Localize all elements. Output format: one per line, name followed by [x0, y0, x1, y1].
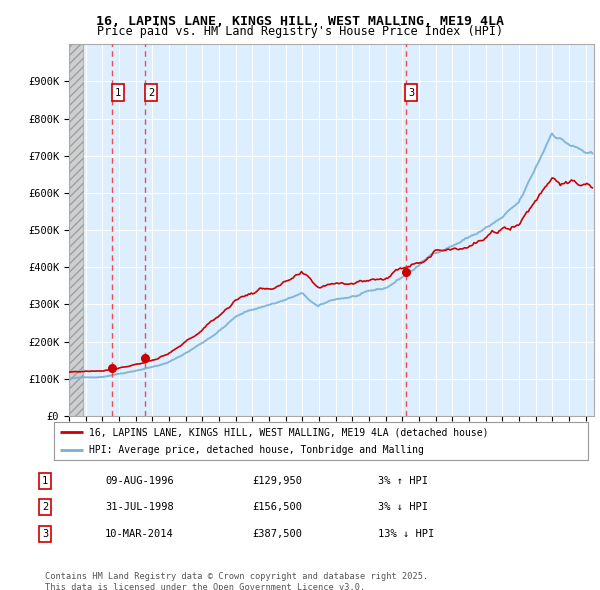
Text: 1: 1 [42, 476, 48, 486]
Text: £387,500: £387,500 [252, 529, 302, 539]
Text: 1: 1 [115, 87, 121, 97]
Text: Price paid vs. HM Land Registry's House Price Index (HPI): Price paid vs. HM Land Registry's House … [97, 25, 503, 38]
Bar [69, 44, 83, 416]
Text: 2: 2 [42, 503, 48, 512]
Text: Contains HM Land Registry data © Crown copyright and database right 2025.
This d: Contains HM Land Registry data © Crown c… [45, 572, 428, 590]
Text: 31-JUL-1998: 31-JUL-1998 [105, 503, 174, 512]
Text: 3% ↑ HPI: 3% ↑ HPI [378, 476, 428, 486]
Text: 16, LAPINS LANE, KINGS HILL, WEST MALLING, ME19 4LA: 16, LAPINS LANE, KINGS HILL, WEST MALLIN… [96, 15, 504, 28]
Text: 3: 3 [408, 87, 414, 97]
Text: 16, LAPINS LANE, KINGS HILL, WEST MALLING, ME19 4LA (detached house): 16, LAPINS LANE, KINGS HILL, WEST MALLIN… [89, 427, 488, 437]
Text: 10-MAR-2014: 10-MAR-2014 [105, 529, 174, 539]
Text: 2: 2 [148, 87, 154, 97]
Text: 3% ↓ HPI: 3% ↓ HPI [378, 503, 428, 512]
Text: 13% ↓ HPI: 13% ↓ HPI [378, 529, 434, 539]
Text: 3: 3 [42, 529, 48, 539]
Text: 09-AUG-1996: 09-AUG-1996 [105, 476, 174, 486]
Text: £129,950: £129,950 [252, 476, 302, 486]
Text: £156,500: £156,500 [252, 503, 302, 512]
Text: HPI: Average price, detached house, Tonbridge and Malling: HPI: Average price, detached house, Tonb… [89, 445, 424, 455]
